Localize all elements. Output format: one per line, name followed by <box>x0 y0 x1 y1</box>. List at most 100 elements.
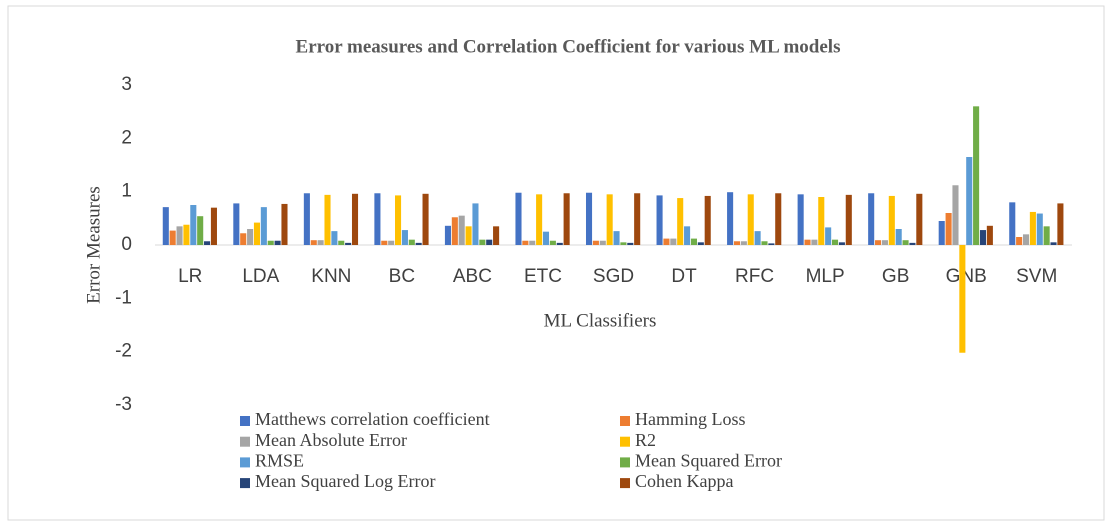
bar <box>247 229 254 245</box>
y-tick-label: 0 <box>121 234 132 255</box>
bar <box>585 192 593 245</box>
legend-label: R2 <box>635 430 656 450</box>
legend-label: Hamming Loss <box>635 409 746 429</box>
bar <box>945 213 952 245</box>
bar <box>486 239 493 245</box>
y-tick-label: 3 <box>121 74 132 95</box>
bar <box>515 192 522 245</box>
bar <box>267 240 274 245</box>
bar <box>351 193 359 245</box>
bar <box>656 195 663 245</box>
y-tick-label: -2 <box>115 341 132 362</box>
bar <box>331 231 338 245</box>
bar <box>634 193 641 245</box>
bar <box>768 243 775 245</box>
bar <box>831 239 839 245</box>
legend-label: RMSE <box>255 451 304 471</box>
bar <box>176 226 183 245</box>
legend-swatch <box>620 436 630 447</box>
bar <box>233 203 240 245</box>
x-tick-label: BC <box>389 266 415 287</box>
bar <box>345 242 352 245</box>
bar <box>281 203 288 245</box>
bar <box>1057 203 1064 245</box>
bar <box>162 207 169 245</box>
bar <box>818 197 825 245</box>
bar <box>415 242 422 245</box>
bar <box>542 231 550 245</box>
legend-swatch <box>240 416 250 426</box>
bar <box>916 193 923 245</box>
bar <box>979 230 987 245</box>
bar <box>663 238 670 245</box>
bar <box>260 207 267 245</box>
bar <box>825 227 832 245</box>
bar <box>888 195 895 245</box>
x-tick-label: LR <box>178 266 202 287</box>
bar <box>522 240 529 245</box>
bar <box>253 222 261 245</box>
bar <box>458 215 465 245</box>
bar <box>549 240 556 245</box>
y-tick-label: -1 <box>115 287 132 308</box>
bar <box>197 216 204 245</box>
x-tick-label: SVM <box>1016 266 1057 287</box>
bar <box>909 242 916 245</box>
bar <box>754 231 761 245</box>
legend-swatch <box>620 416 630 426</box>
x-tick-label: SGD <box>593 266 634 287</box>
bar <box>401 230 408 245</box>
bar <box>310 240 317 245</box>
bar <box>677 198 684 245</box>
bar <box>1043 226 1050 245</box>
bar <box>797 194 804 245</box>
bar <box>1022 234 1030 245</box>
bar <box>727 192 734 245</box>
x-tick-label: GNB <box>946 266 987 287</box>
legend-label: Cohen Kappa <box>635 471 733 491</box>
y-tick-label: 1 <box>121 181 132 202</box>
bar <box>761 241 768 245</box>
bar <box>845 194 852 245</box>
bar <box>670 238 677 245</box>
bar <box>868 193 875 245</box>
bar <box>210 207 217 245</box>
bar <box>838 242 845 245</box>
bar <box>690 238 697 245</box>
bar <box>895 229 902 245</box>
bar <box>733 241 741 245</box>
bar <box>599 240 606 245</box>
bar <box>536 194 543 245</box>
legend-swatch <box>240 436 250 447</box>
legend-swatch <box>240 457 250 468</box>
bar <box>966 157 973 245</box>
bar <box>451 217 458 245</box>
bar <box>811 239 818 245</box>
legend-label: Matthews correlation coefficient <box>255 409 490 429</box>
bar <box>747 194 754 245</box>
bar <box>959 245 966 353</box>
bar <box>592 240 599 245</box>
legend-label: Mean Squared Error <box>635 451 782 471</box>
bar <box>881 240 888 245</box>
bar <box>775 193 782 245</box>
bar <box>613 231 620 245</box>
bar <box>986 225 993 245</box>
bar <box>1029 211 1036 245</box>
chart-title: Error measures and Correlation Coefficie… <box>296 36 841 57</box>
bar <box>704 195 711 245</box>
bar <box>374 193 381 245</box>
x-tick-label: DT <box>671 266 697 287</box>
bar <box>627 242 634 245</box>
y-tick-label: 2 <box>121 127 132 148</box>
bar <box>190 205 197 245</box>
bar <box>952 185 959 245</box>
bar <box>606 194 613 245</box>
bar <box>902 240 909 245</box>
bar <box>204 241 211 245</box>
x-tick-label: KNN <box>311 266 351 287</box>
bar <box>169 230 176 245</box>
bar <box>804 239 811 245</box>
bar <box>938 221 945 245</box>
legend-label: Mean Absolute Error <box>255 430 407 450</box>
